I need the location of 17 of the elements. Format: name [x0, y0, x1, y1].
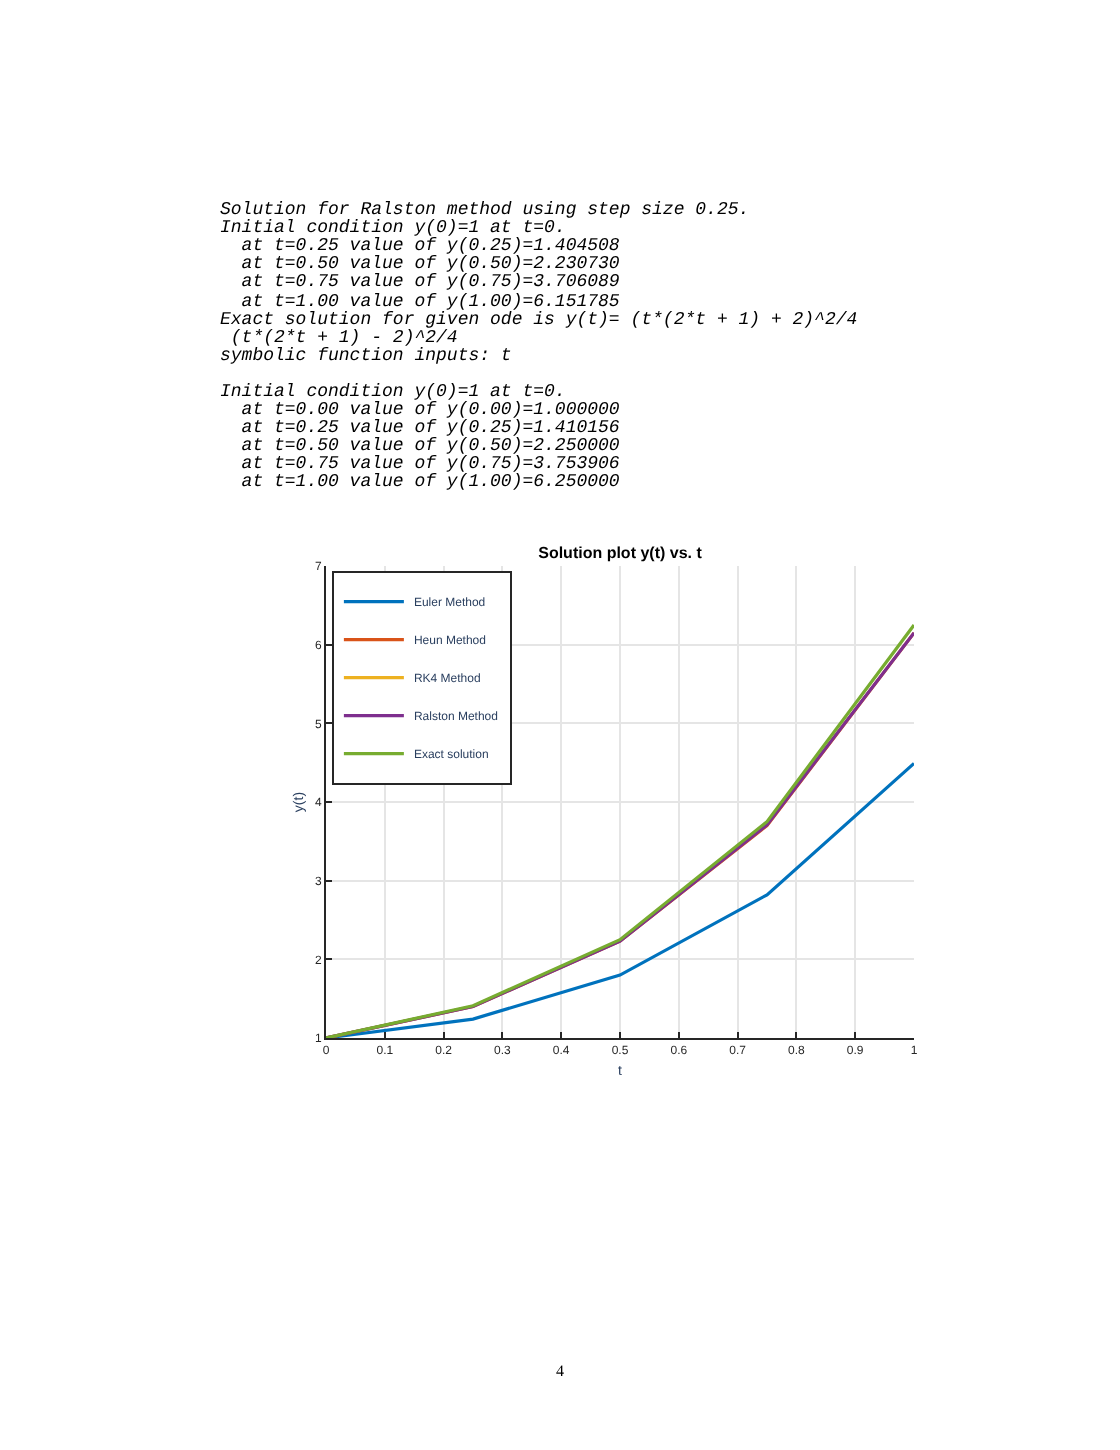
text: at t=0.00 value of y(0.00)=1.000000: [220, 400, 621, 420]
chart-title: Solution plot y(t) vs. t: [538, 543, 703, 562]
text: at t=1.00 value of y(1.00)=6.250000: [220, 472, 621, 492]
text: at t=0.25 value of y(0.25)=1.404508: [220, 236, 621, 256]
text: Solution for Ralston method using step size 0.25.: [220, 200, 750, 220]
text: at t=0.75 value of y(0.75)=3.753906: [220, 454, 621, 474]
text: Initial condition y(0)=1 at t=0.: [220, 382, 566, 402]
text: Exact solution for given ode is y(t)= (t*(2*t + 1) + 2)^2/4: [220, 310, 858, 330]
text: symbolic function inputs: t: [220, 346, 512, 366]
text: at t=0.25 value of y(0.25)=1.410156: [220, 418, 621, 438]
text: at t=0.50 value of y(0.50)=2.230730: [220, 254, 621, 274]
text: (t*(2*t + 1) - 2)^2/4: [220, 328, 458, 348]
text: Initial condition y(0)=1 at t=0.: [220, 218, 566, 238]
text: 4: [556, 1362, 564, 1380]
text: at t=1.00 value of y(1.00)=6.151785: [220, 292, 621, 312]
text: at t=0.75 value of y(0.75)=3.706089: [220, 272, 621, 292]
text: at t=0.50 value of y(0.50)=2.250000: [220, 436, 621, 456]
